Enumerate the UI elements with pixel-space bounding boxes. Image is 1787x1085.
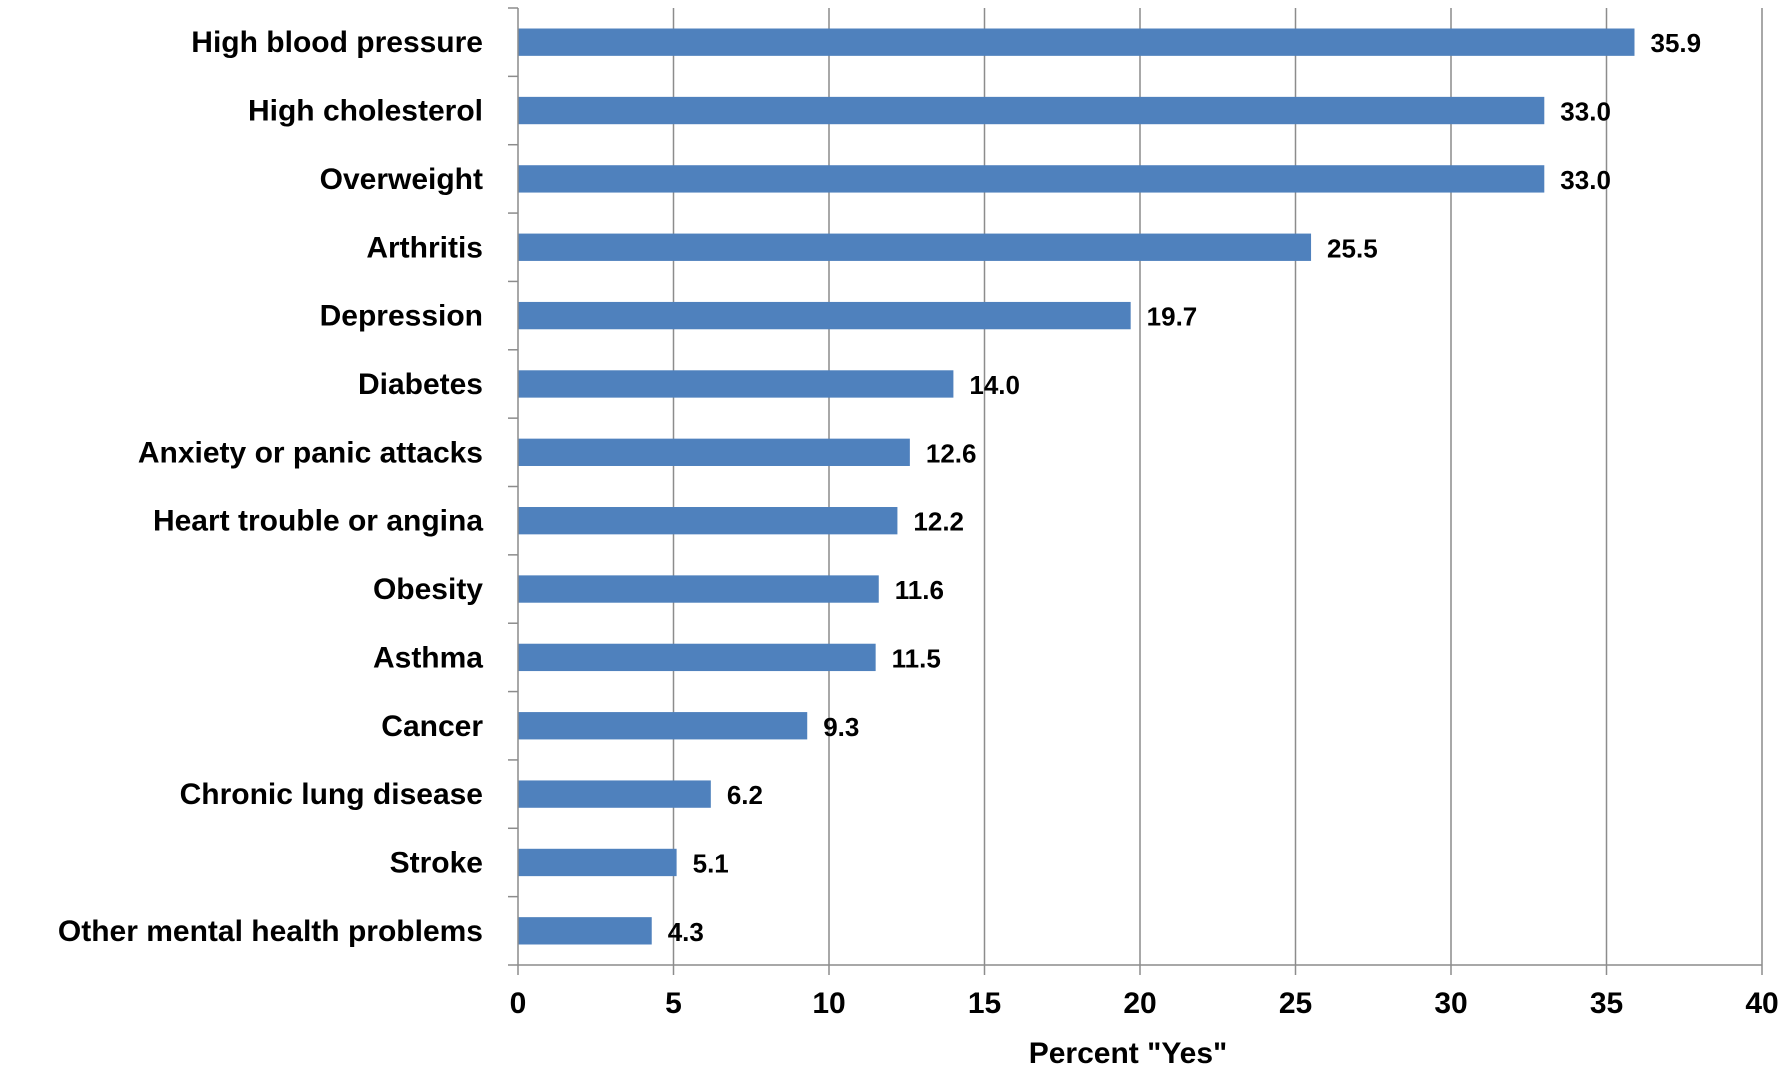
axes bbox=[508, 7, 1763, 975]
bar bbox=[518, 507, 898, 535]
x-tick-label: 5 bbox=[665, 987, 682, 1020]
bar bbox=[518, 780, 711, 808]
bar bbox=[518, 917, 652, 945]
value-label: 5.1 bbox=[693, 848, 729, 878]
x-tick-label: 30 bbox=[1434, 987, 1467, 1020]
value-label: 19.7 bbox=[1147, 302, 1198, 332]
x-tick-label: 10 bbox=[812, 987, 845, 1020]
category-label: Overweight bbox=[320, 163, 483, 196]
x-tick-label: 20 bbox=[1123, 987, 1156, 1020]
x-tick-label: 15 bbox=[968, 987, 1001, 1020]
bar bbox=[518, 96, 1545, 125]
labels: 0 5 10 15 20 25 30 35 40 High blood pressure 35.9 H… bbox=[58, 26, 1779, 1020]
category-label: Anxiety or panic attacks bbox=[138, 436, 483, 469]
bar bbox=[518, 438, 910, 466]
bar bbox=[518, 712, 808, 740]
x-tick-label: 35 bbox=[1590, 987, 1623, 1020]
category-label: Heart trouble or angina bbox=[153, 505, 483, 538]
category-label: High blood pressure bbox=[191, 26, 483, 59]
value-label: 33.0 bbox=[1560, 97, 1611, 127]
value-label: 35.9 bbox=[1650, 28, 1701, 58]
category-label: Diabetes bbox=[358, 368, 483, 401]
category-label: Stroke bbox=[390, 846, 483, 879]
x-tick-label: 25 bbox=[1279, 987, 1312, 1020]
gridlines bbox=[672, 8, 1763, 965]
category-label: Obesity bbox=[373, 573, 483, 606]
category-label: Depression bbox=[320, 300, 483, 333]
category-label: Chronic lung disease bbox=[180, 778, 483, 811]
category-label: Arthritis bbox=[366, 231, 483, 264]
x-tick-label: 40 bbox=[1745, 987, 1778, 1020]
bar bbox=[518, 575, 879, 603]
value-label: 11.6 bbox=[895, 575, 944, 605]
bar bbox=[518, 28, 1635, 56]
category-label: Asthma bbox=[373, 641, 483, 674]
value-label: 12.2 bbox=[913, 507, 964, 537]
category-label: High cholesterol bbox=[248, 95, 483, 128]
value-label: 6.2 bbox=[727, 780, 763, 810]
category-label: Cancer bbox=[381, 710, 483, 743]
value-label: 25.5 bbox=[1327, 233, 1378, 263]
bar bbox=[518, 165, 1545, 193]
x-axis-title: Percent "Yes" bbox=[1029, 1037, 1228, 1070]
bar bbox=[518, 370, 954, 398]
category-label: Other mental health problems bbox=[58, 915, 483, 948]
value-label: 33.0 bbox=[1560, 165, 1611, 195]
bars bbox=[518, 28, 1635, 945]
x-tick-label: 0 bbox=[510, 987, 527, 1020]
bar bbox=[518, 301, 1131, 330]
bar bbox=[518, 233, 1312, 261]
bar bbox=[518, 848, 677, 877]
value-label: 4.3 bbox=[668, 917, 704, 947]
value-label: 9.3 bbox=[823, 712, 859, 742]
value-label: 11.5 bbox=[892, 643, 941, 673]
bar bbox=[518, 643, 876, 672]
value-label: 14.0 bbox=[969, 370, 1020, 400]
value-label: 12.6 bbox=[926, 438, 977, 468]
